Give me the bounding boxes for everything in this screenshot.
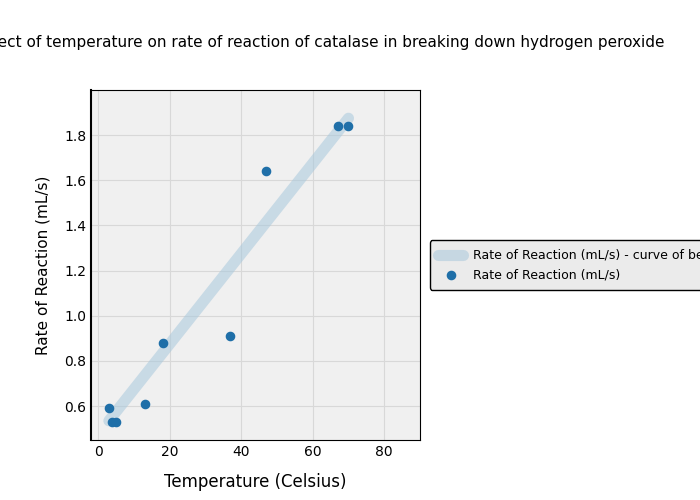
X-axis label: Temperature (Celsius): Temperature (Celsius) [164, 473, 346, 491]
Rate of Reaction (mL/s) [332, 122, 343, 130]
Rate of Reaction (mL/s) [139, 400, 150, 408]
Rate of Reaction (mL/s) [111, 418, 122, 426]
Rate of Reaction (mL/s) [107, 418, 118, 426]
Rate of Reaction (mL/s) [343, 122, 354, 130]
Y-axis label: Rate of Reaction (mL/s): Rate of Reaction (mL/s) [35, 176, 50, 354]
Rate of Reaction (mL/s) [225, 332, 236, 340]
Text: The effect of temperature on rate of reaction of catalase in breaking down hydro: The effect of temperature on rate of rea… [0, 35, 665, 50]
Legend: Rate of Reaction (mL/s) - curve of best fit, Rate of Reaction (mL/s): Rate of Reaction (mL/s) - curve of best … [430, 240, 700, 290]
Rate of Reaction (mL/s) [260, 168, 272, 175]
Rate of Reaction (mL/s) [104, 404, 115, 412]
Rate of Reaction (mL/s) [157, 339, 168, 347]
